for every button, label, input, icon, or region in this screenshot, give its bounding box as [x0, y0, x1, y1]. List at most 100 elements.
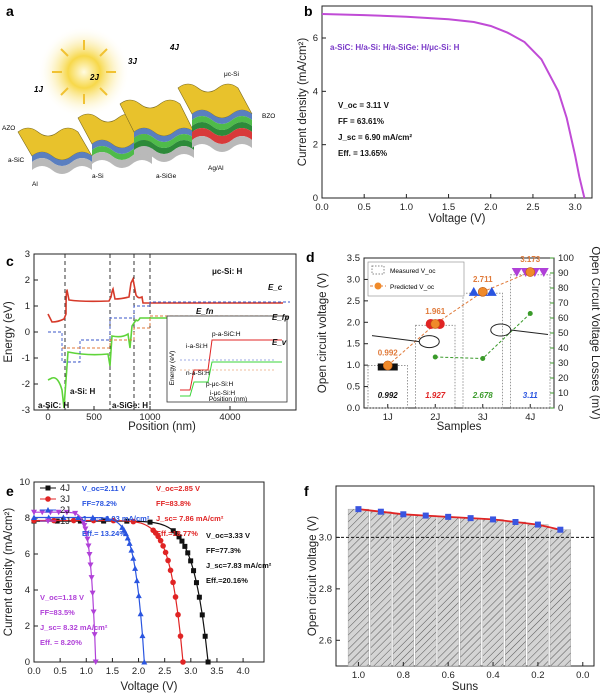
marker-2J	[31, 514, 37, 520]
marker-3J	[162, 549, 169, 556]
marker-1J	[88, 575, 95, 581]
marker-4J	[205, 659, 211, 665]
y-tick-label-e: 6	[25, 549, 30, 560]
marker-3J	[172, 594, 179, 600]
x-tick-label-f: 0.4	[486, 670, 499, 681]
marker-4J	[188, 558, 194, 564]
y-tick-label-e: 8	[25, 513, 30, 524]
x-tick-label-e: 0.5	[54, 666, 67, 677]
x-tick-label-c: 500	[86, 412, 102, 423]
legend-d: Measured V_oc Predicted V_oc	[367, 261, 465, 297]
ellipse-right-axis	[490, 323, 512, 337]
stack-marker	[486, 286, 497, 296]
annot-1j-eff: Eff. = 8.20%	[40, 638, 82, 647]
annot-3j-jsc: J_sc= 7.86 mA/cm²	[156, 514, 224, 523]
annot-3j-voc: V_oc=2.85 V	[156, 484, 200, 493]
y-tick-label-d-left: 1.5	[347, 339, 360, 350]
voc-point	[534, 521, 541, 528]
y-tick-label-d-right: 70	[558, 298, 569, 309]
x-tick-label-b: 0.0	[315, 202, 328, 213]
legend-label-predicted: Predicted V_oc	[390, 284, 435, 291]
cell-1j-illustration	[17, 127, 93, 174]
x-tick-label-f: 0.2	[531, 670, 544, 681]
marker-3J	[170, 579, 176, 586]
x-axis-label-b: Voltage (V)	[429, 213, 486, 225]
losses-point	[527, 311, 533, 316]
annotation-jsc-b: J_sc = 6.90 mA/cm²	[338, 133, 412, 142]
valence-band-line	[47, 317, 283, 409]
marker-2J	[122, 530, 129, 537]
y-tick-label-c: -3	[22, 405, 30, 416]
region-label-asic: a-SiC: H	[38, 401, 69, 410]
x-tick-label-f: 1.0	[352, 670, 365, 681]
marker-3J	[167, 567, 174, 574]
sun-rays	[52, 40, 116, 104]
marker-1J	[55, 509, 62, 516]
marker-1J	[63, 509, 70, 516]
bar	[504, 521, 526, 667]
marker-4J	[182, 543, 188, 549]
panel-f-suns-voc: 1.0 0.8 0.6 0.4 0.2 0.0 2.6 2.8 3.0 Suns Open ci…	[307, 485, 595, 693]
y-tick-label-e: 0	[25, 657, 30, 668]
marker-1J	[80, 520, 87, 526]
marker-4J	[185, 550, 191, 556]
y-axis-label-e: Current density (mA/cm²)	[3, 508, 15, 637]
y-tick-label-d-right: 10	[558, 388, 569, 399]
annot-1j-jsc: J_sc= 8.32 mA/cm²	[40, 623, 108, 632]
x-tick-label-d: 3J	[478, 412, 488, 423]
legend-label-measured: Measured V_oc	[390, 268, 436, 275]
y-tick-label-d-left: 2.0	[347, 317, 360, 328]
y-tick-label-d-right: 20	[558, 373, 569, 384]
label-asic: a-SiC	[8, 157, 25, 164]
label-asige: a-SiGe	[156, 173, 177, 180]
annot-4j-jsc: J_sc=7.83 mA/cm²	[206, 561, 272, 570]
x-tick-label-d: 4J	[525, 412, 535, 423]
y-tick-label-f: 2.6	[319, 635, 332, 646]
marker-4J	[170, 528, 176, 534]
y-tick-label-d-right: 90	[558, 268, 569, 279]
voc-point	[355, 506, 362, 513]
band-label-efp: E_fp	[272, 313, 289, 322]
y-axis-label-d-left: Open circuit voltage (V)	[317, 273, 329, 393]
bar	[460, 517, 482, 667]
marker-1J	[84, 536, 91, 543]
marker-4J	[173, 530, 179, 536]
voc-line	[358, 508, 561, 531]
inset-label-1: i-a-Si:H	[186, 343, 208, 350]
marker-3J	[155, 533, 161, 540]
panel-label-b: b	[304, 3, 313, 19]
panel-label-a: a	[6, 3, 14, 19]
x-tick-label-c: 1000	[139, 412, 160, 423]
marker-2J	[126, 540, 133, 546]
x-tick-label-d: 2J	[430, 412, 440, 423]
marker-3J	[180, 659, 186, 665]
label-3j: 3J	[128, 57, 137, 66]
voc-point	[400, 511, 407, 518]
x-tick-label-c: 0	[45, 412, 50, 423]
measured-voc-label: 0.992	[378, 391, 399, 400]
inset-label-3: p-μc-Si:H	[206, 381, 234, 388]
voc-point	[512, 519, 519, 525]
x-tick-label-d: 1J	[383, 412, 393, 423]
y-tick-label-d-left: 3.0	[347, 274, 360, 285]
y-tick-label-d-right: 30	[558, 358, 569, 369]
label-muc-si: μc-Si	[224, 71, 239, 78]
losses-point	[480, 356, 486, 361]
band-label-ev: E_v	[272, 338, 287, 347]
legend-marker-3J	[45, 496, 51, 502]
legend-marker-4J	[45, 485, 51, 491]
annot-1j-voc: V_oc=1.18 V	[40, 593, 84, 602]
marker-1J	[81, 522, 88, 529]
y-tick-label-e: 4	[25, 585, 30, 596]
y-tick-label-c: 2	[25, 275, 30, 286]
y-tick-label-d-right: 50	[558, 328, 569, 339]
annot-4j-eff: Eff.=20.16%	[206, 576, 248, 585]
bar	[370, 511, 392, 667]
losses-line	[435, 313, 531, 360]
marker-1J	[82, 526, 89, 533]
plot-frame-e	[33, 481, 265, 663]
legend-marker-1J	[45, 518, 51, 524]
marker-2J	[141, 659, 148, 665]
annot-2j-jsc: J_sc= 8.03 mA/cm²	[82, 514, 150, 523]
